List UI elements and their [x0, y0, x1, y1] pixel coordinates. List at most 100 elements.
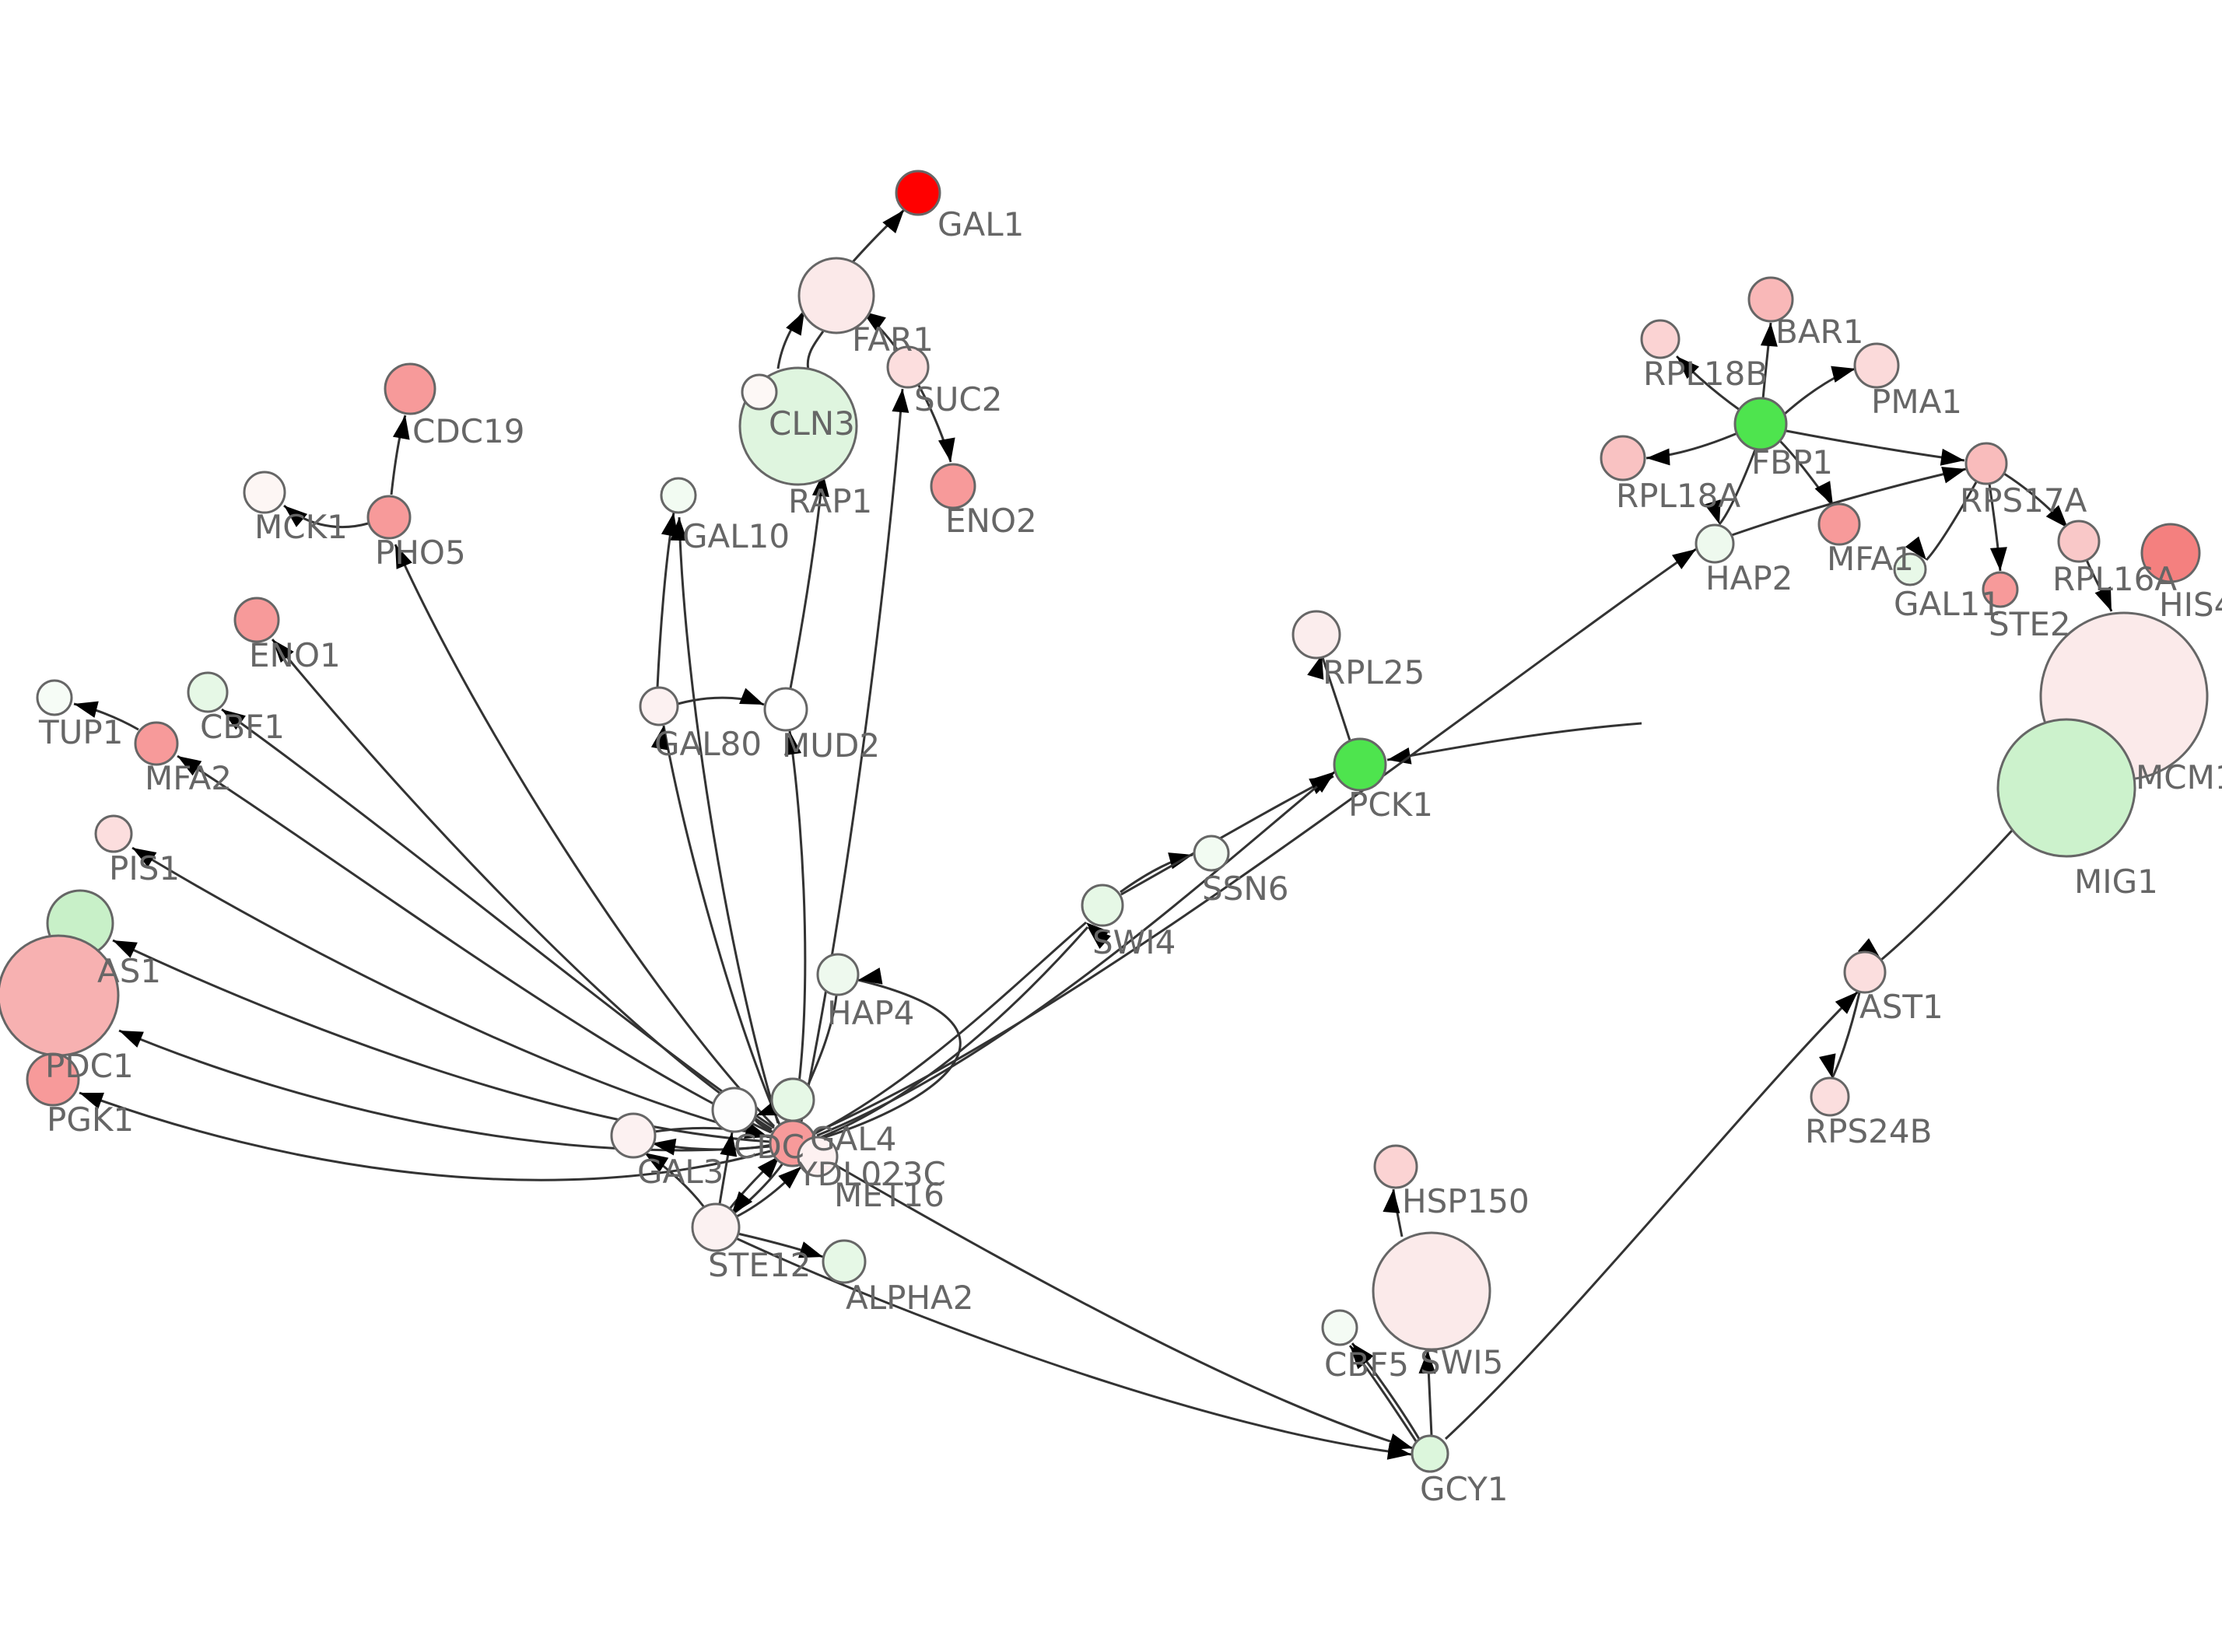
gene-label-cln3: CLN3	[769, 404, 855, 443]
gene-node-swi4[interactable]	[1081, 884, 1124, 927]
gene-label-pis1: PIS1	[109, 849, 180, 887]
gene-node-gal10[interactable]	[660, 477, 697, 514]
gene-node-gcy1[interactable]	[1411, 1434, 1449, 1473]
gene-node-mck1[interactable]	[243, 471, 286, 514]
gene-label-cdc: CDC	[734, 1128, 804, 1166]
gene-label-pma1: PMA1	[1871, 383, 1962, 421]
gene-node-cdc19[interactable]	[384, 362, 436, 415]
gene-node-his4[interactable]	[2140, 523, 2201, 583]
gene-node-gal1[interactable]	[895, 170, 941, 216]
arrowhead-cln3-to-far1	[786, 311, 804, 336]
gene-node-ste12[interactable]	[691, 1202, 741, 1252]
gene-label-hsp150: HSP150	[1402, 1182, 1530, 1220]
arrowhead-gal4-to-pis1	[132, 848, 157, 867]
arrowhead-pho5-to-cdc19	[392, 415, 410, 440]
gene-node-cbf1[interactable]	[187, 671, 229, 713]
arrowhead-gcy1-to-cbf5	[1350, 1346, 1372, 1370]
gene-node-mud2[interactable]	[763, 687, 808, 732]
gene-label-cbf1: CBF1	[200, 708, 285, 746]
gene-node-cbf5[interactable]	[1321, 1309, 1358, 1346]
gene-node-rpl18b[interactable]	[1640, 319, 1681, 359]
gene-node-rpl18a[interactable]	[1600, 435, 1646, 481]
gene-node-suc2[interactable]	[886, 345, 930, 389]
gene-node-hsp150[interactable]	[1373, 1144, 1418, 1189]
gene-label-mfa2: MFA2	[145, 759, 232, 797]
gene-label-rpl25: RPL25	[1323, 653, 1425, 691]
gene-label-gcy1: GCY1	[1420, 1470, 1509, 1508]
gene-node-mfa2[interactable]	[134, 721, 179, 766]
gene-label-rps24b: RPS24B	[1805, 1112, 1932, 1150]
gene-label-ydl023c: YDL023C	[797, 1155, 946, 1193]
gene-label-ast1: AST1	[1859, 988, 1943, 1026]
gene-node-pma1[interactable]	[1853, 342, 1900, 389]
arrowhead-hap2-to-rps17a	[1941, 467, 1966, 484]
gene-node-tup1[interactable]	[36, 679, 73, 716]
edge-gal4-to-hap4	[815, 978, 962, 1142]
gene-label-eno1: ENO1	[249, 636, 341, 674]
arrowhead-gal4-to-eno1	[272, 639, 294, 663]
gene-node-bar1[interactable]	[1747, 276, 1794, 323]
gene-node-pgk1[interactable]	[26, 1052, 80, 1107]
gene-node-ssn6[interactable]	[1193, 835, 1230, 872]
gene-node-eno1[interactable]	[233, 597, 280, 643]
arrowhead-pck1-to-rpl25	[1307, 655, 1324, 680]
edge-gal4-to-gcy1	[813, 1151, 1414, 1450]
arrowhead-rps17a-to-rpl16a	[2045, 505, 2068, 528]
arrowhead-ste12-to-gal4	[757, 1156, 780, 1179]
gene-node-ste2[interactable]	[1982, 571, 2019, 608]
arrowhead-fbp1-to-hap2	[1704, 499, 1721, 524]
edge-gal4-to-eno1	[271, 639, 773, 1131]
gene-node-alpha2[interactable]	[822, 1239, 867, 1284]
gene-node-eno2[interactable]	[930, 463, 976, 509]
arrowhead-fbp1-to-mfa1	[1814, 481, 1833, 506]
arrowhead-gal80-to-gal10	[661, 513, 678, 537]
gene-node-fbp1[interactable]	[1733, 397, 1788, 451]
gene-label-hap4: HAP4	[827, 994, 914, 1032]
gene-label-rps17a: RPS17A	[1960, 481, 2087, 520]
edge-mcm1-to-pck1	[1386, 722, 1642, 761]
edge-gal4-to-mfa2	[177, 754, 772, 1134]
gene-node-cdc[interactable]	[711, 1087, 758, 1133]
gene-label-ssn6: SSN6	[1202, 870, 1288, 908]
edge-gcy1-to-ast1	[1444, 990, 1859, 1440]
edge-gal4-to-swi4	[813, 921, 1087, 1136]
gene-node-gal3[interactable]	[610, 1112, 657, 1159]
gene-node-rpl16a[interactable]	[2057, 520, 2101, 563]
gene-label-cdc19: CDC19	[412, 412, 524, 450]
gene-node-swi5[interactable]	[1372, 1231, 1491, 1351]
arrowhead-gal4-to-gal80	[650, 726, 668, 751]
arrowhead-mud2-to-cln3	[811, 473, 829, 497]
arrowhead-gal80-to-mud2	[739, 688, 764, 705]
arrowhead-ste12-to-gcy1	[1386, 1442, 1411, 1460]
gene-node-mig1[interactable]	[1996, 718, 2136, 858]
gene-node-gal11[interactable]	[1893, 552, 1927, 586]
gene-node-far1[interactable]	[797, 257, 875, 334]
gene-label-his4: HIS4	[2159, 586, 2222, 624]
arrowhead-ste12-to-ydl023c	[778, 1167, 801, 1189]
gene-node-rpl25[interactable]	[1291, 610, 1341, 660]
arrowhead-fbp1-to-rpl18a	[1646, 448, 1670, 466]
gene-node-rps24b[interactable]	[1810, 1076, 1850, 1117]
gene-node-hap4[interactable]	[816, 953, 860, 996]
arrowhead-gal4-to-pck1	[1311, 772, 1335, 793]
gene-node-pck1[interactable]	[1333, 737, 1387, 792]
gene-node-rps17a[interactable]	[1964, 442, 2008, 485]
gene-node-pis1[interactable]	[94, 814, 133, 853]
arrowhead-ste12-to-cdc	[720, 1132, 738, 1157]
arrowhead-ast1-to-rps24b	[1819, 1053, 1836, 1078]
gene-node-hap2[interactable]	[1695, 523, 1735, 564]
gene-node-met16[interactable]	[770, 1077, 815, 1122]
edge-pck1-to-rpl25	[1320, 654, 1351, 741]
gene-node-ast1[interactable]	[1843, 950, 1887, 994]
gene-node-rap1[interactable]	[741, 373, 778, 411]
arrowhead-gal4-to-gal3	[652, 1138, 677, 1156]
gene-node-gal80[interactable]	[639, 686, 679, 726]
arrowhead-ste12-to-gal3	[644, 1153, 669, 1173]
gene-node-ydl023c[interactable]	[797, 1136, 839, 1178]
arrowhead-fbp1-to-pma1	[1831, 366, 1856, 383]
edge-gal4-to-cbf1	[221, 708, 775, 1129]
gene-node-mfa1[interactable]	[1817, 502, 1861, 546]
arrowhead-gal4-to-pgk1	[79, 1092, 104, 1109]
gene-node-pho5[interactable]	[366, 495, 412, 540]
